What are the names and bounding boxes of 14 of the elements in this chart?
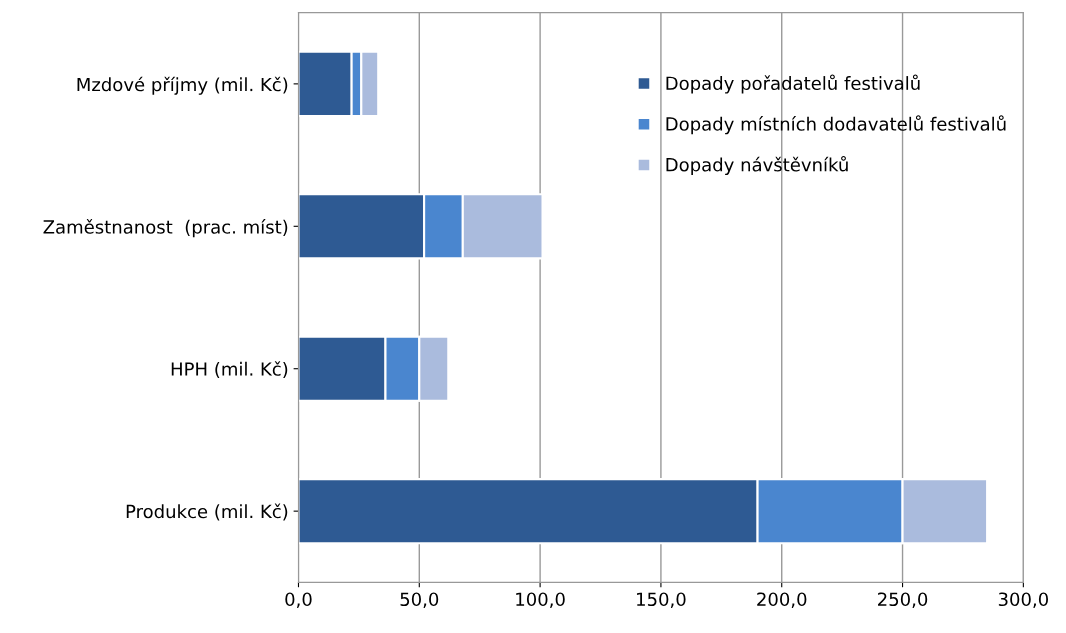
x-tick-label: 300,0 [998, 592, 1049, 608]
y-tick-label: Mzdové příjmy (mil. Kč) [77, 76, 288, 95]
x-tick-label: 0,0 [285, 592, 312, 608]
legend-label: Dopady pořadatelů festivalů [666, 74, 920, 94]
x-tick-label: 150,0 [637, 592, 686, 608]
y-tick-label: Produkce (mil. Kč) [126, 503, 288, 521]
x-tick-label: 100,0 [516, 592, 565, 608]
x-tick-label: 200,0 [757, 592, 807, 608]
y-tick-label: Zaměstnanost (prac. míst) [43, 219, 288, 238]
y-tick-label: HPH (mil. Kč) [171, 361, 288, 378]
x-tick-label: 250,0 [878, 592, 928, 608]
x-tick-label: 50,0 [400, 592, 439, 608]
legend-label: Dopady místních dodavatelů festivalů [666, 115, 1006, 135]
legend-label: Dopady návštěvníků [666, 155, 848, 176]
